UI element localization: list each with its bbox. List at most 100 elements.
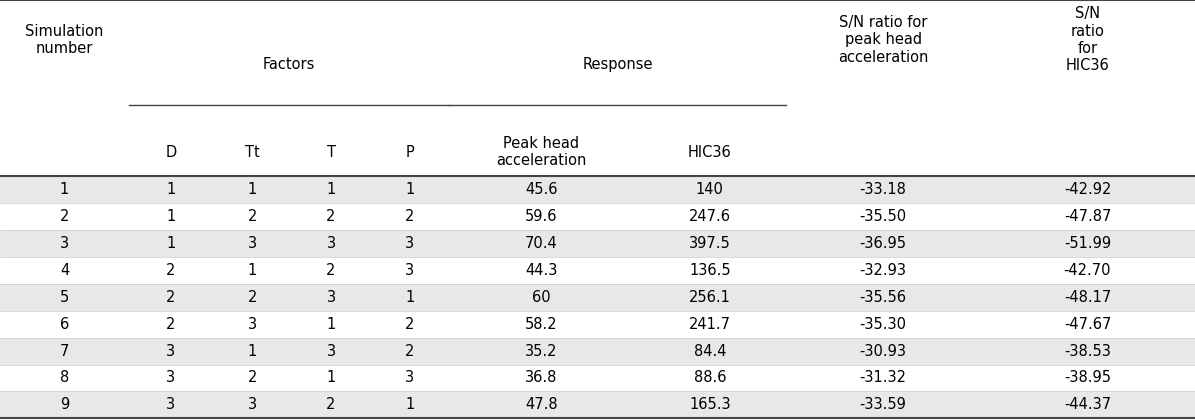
Text: 3: 3 <box>166 344 176 359</box>
Text: 36.8: 36.8 <box>525 370 558 386</box>
Text: 4: 4 <box>60 263 69 278</box>
Text: -51.99: -51.99 <box>1064 236 1111 251</box>
Text: Simulation
number: Simulation number <box>25 24 104 56</box>
Text: 1: 1 <box>247 182 257 197</box>
Text: -48.17: -48.17 <box>1064 290 1111 305</box>
Bar <box>0 311 1195 338</box>
Text: 3: 3 <box>326 236 336 251</box>
Bar <box>0 230 1195 257</box>
Text: 3: 3 <box>166 370 176 386</box>
Text: -32.93: -32.93 <box>859 263 907 278</box>
Text: 1: 1 <box>166 209 176 224</box>
Text: 84.4: 84.4 <box>693 344 727 359</box>
Text: 3: 3 <box>326 290 336 305</box>
Text: T: T <box>326 145 336 160</box>
Text: 3: 3 <box>326 344 336 359</box>
Bar <box>0 365 1195 391</box>
Text: -44.37: -44.37 <box>1064 397 1111 412</box>
Text: -36.95: -36.95 <box>859 236 907 251</box>
Text: 1: 1 <box>326 317 336 332</box>
Text: 3: 3 <box>166 397 176 412</box>
Text: -35.50: -35.50 <box>859 209 907 224</box>
Text: 1: 1 <box>166 236 176 251</box>
Text: Response: Response <box>583 57 652 71</box>
Text: Peak head
acceleration: Peak head acceleration <box>496 136 587 168</box>
Text: -47.87: -47.87 <box>1064 209 1111 224</box>
Text: 7: 7 <box>60 344 69 359</box>
Text: 60: 60 <box>532 290 551 305</box>
Text: 1: 1 <box>60 182 69 197</box>
Text: 45.6: 45.6 <box>525 182 558 197</box>
Text: -42.70: -42.70 <box>1064 263 1111 278</box>
Text: 2: 2 <box>405 209 415 224</box>
Text: S/N
ratio
for
HIC36: S/N ratio for HIC36 <box>1066 6 1109 73</box>
Text: 47.8: 47.8 <box>525 397 558 412</box>
Text: 1: 1 <box>326 182 336 197</box>
Text: -35.30: -35.30 <box>859 317 907 332</box>
Text: 2: 2 <box>405 344 415 359</box>
Text: D: D <box>165 145 177 160</box>
Text: 165.3: 165.3 <box>690 397 730 412</box>
Text: P: P <box>405 145 415 160</box>
Text: -33.18: -33.18 <box>859 182 907 197</box>
Text: 1: 1 <box>405 290 415 305</box>
Text: 1: 1 <box>166 182 176 197</box>
Text: 2: 2 <box>326 209 336 224</box>
Text: 2: 2 <box>247 290 257 305</box>
Text: 2: 2 <box>326 263 336 278</box>
Text: 3: 3 <box>247 317 257 332</box>
Text: 3: 3 <box>405 370 415 386</box>
Text: -38.95: -38.95 <box>1064 370 1111 386</box>
Text: Factors: Factors <box>263 57 315 71</box>
Text: 44.3: 44.3 <box>525 263 558 278</box>
Text: 241.7: 241.7 <box>688 317 731 332</box>
Text: 1: 1 <box>405 397 415 412</box>
Text: 1: 1 <box>326 370 336 386</box>
Text: -31.32: -31.32 <box>859 370 907 386</box>
Text: 2: 2 <box>247 209 257 224</box>
Text: 3: 3 <box>405 236 415 251</box>
Text: 2: 2 <box>166 290 176 305</box>
Text: -33.59: -33.59 <box>859 397 907 412</box>
Bar <box>0 257 1195 284</box>
Bar <box>0 176 1195 203</box>
Bar <box>0 284 1195 311</box>
Text: 3: 3 <box>247 236 257 251</box>
Text: 2: 2 <box>247 370 257 386</box>
Text: 3: 3 <box>60 236 69 251</box>
Text: 5: 5 <box>60 290 69 305</box>
Text: 9: 9 <box>60 397 69 412</box>
Text: 397.5: 397.5 <box>690 236 730 251</box>
Text: -30.93: -30.93 <box>859 344 907 359</box>
Text: 70.4: 70.4 <box>525 236 558 251</box>
Text: 256.1: 256.1 <box>688 290 731 305</box>
Text: 58.2: 58.2 <box>525 317 558 332</box>
Text: 1: 1 <box>247 344 257 359</box>
Text: 140: 140 <box>695 182 724 197</box>
Bar <box>0 391 1195 418</box>
Text: 2: 2 <box>166 263 176 278</box>
Text: HIC36: HIC36 <box>688 145 731 160</box>
Text: Tt: Tt <box>245 145 259 160</box>
Text: 3: 3 <box>247 397 257 412</box>
Text: S/N ratio for
peak head
acceleration: S/N ratio for peak head acceleration <box>838 15 929 65</box>
Text: 59.6: 59.6 <box>525 209 558 224</box>
Text: 136.5: 136.5 <box>690 263 730 278</box>
Text: -47.67: -47.67 <box>1064 317 1111 332</box>
Text: 35.2: 35.2 <box>525 344 558 359</box>
Text: 247.6: 247.6 <box>688 209 731 224</box>
Text: -35.56: -35.56 <box>859 290 907 305</box>
Bar <box>0 203 1195 230</box>
Text: 2: 2 <box>60 209 69 224</box>
Text: 88.6: 88.6 <box>693 370 727 386</box>
Text: 2: 2 <box>166 317 176 332</box>
Text: 8: 8 <box>60 370 69 386</box>
Text: 6: 6 <box>60 317 69 332</box>
Bar <box>0 338 1195 365</box>
Text: -42.92: -42.92 <box>1064 182 1111 197</box>
Text: 2: 2 <box>326 397 336 412</box>
Text: 1: 1 <box>405 182 415 197</box>
Text: 2: 2 <box>405 317 415 332</box>
Text: 1: 1 <box>247 263 257 278</box>
Text: 3: 3 <box>405 263 415 278</box>
